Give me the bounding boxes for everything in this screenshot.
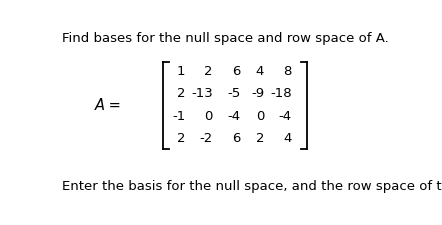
Text: 4: 4 bbox=[256, 65, 264, 78]
Text: 2: 2 bbox=[204, 65, 213, 78]
Text: 2: 2 bbox=[177, 132, 186, 145]
Text: 0: 0 bbox=[205, 110, 213, 123]
Text: -1: -1 bbox=[172, 110, 186, 123]
Text: 2: 2 bbox=[256, 132, 264, 145]
Text: -2: -2 bbox=[200, 132, 213, 145]
Text: 4: 4 bbox=[283, 132, 292, 145]
Text: 0: 0 bbox=[256, 110, 264, 123]
Text: -13: -13 bbox=[191, 87, 213, 100]
Text: -18: -18 bbox=[270, 87, 292, 100]
Text: -4: -4 bbox=[227, 110, 240, 123]
Text: -9: -9 bbox=[251, 87, 264, 100]
Text: 8: 8 bbox=[283, 65, 292, 78]
Text: -5: -5 bbox=[227, 87, 240, 100]
Text: Find bases for the null space and row space of A.: Find bases for the null space and row sp… bbox=[62, 32, 389, 45]
Text: 2: 2 bbox=[177, 87, 186, 100]
Text: 6: 6 bbox=[232, 132, 240, 145]
Text: A =: A = bbox=[95, 98, 122, 113]
Text: -4: -4 bbox=[278, 110, 292, 123]
Text: 1: 1 bbox=[177, 65, 186, 78]
Text: 6: 6 bbox=[232, 65, 240, 78]
Text: Enter the basis for the null space, and the row space of the matrix A.: Enter the basis for the null space, and … bbox=[62, 180, 442, 193]
